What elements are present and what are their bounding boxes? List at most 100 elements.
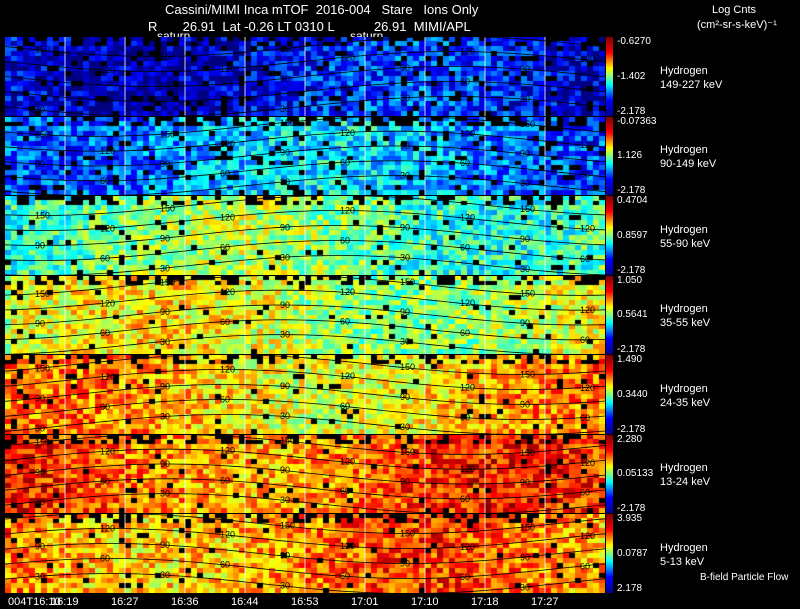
contour-label: 60 [100,554,110,564]
contour-label: 120 [100,65,115,75]
contour-label: 30 [400,93,410,103]
contour-label: 60 [460,412,470,422]
energy-range: 13-24 keV [660,476,711,488]
x-tick-label: 16:53 [291,596,319,608]
contour-label: 120 [460,298,475,308]
contour-label: 60 [100,476,110,486]
contour-label: 90 [280,465,290,475]
contour-label: 90 [280,381,290,391]
contour-label: 120 [340,457,355,467]
contour-line [5,463,605,485]
colorbar-max-label: 2.280 [617,434,643,445]
contour-line [5,448,605,470]
colorbar-min-label: -2.178 [617,503,646,514]
contour-label: 120 [580,224,595,234]
colorbar-max-label: -0.07363 [617,116,657,127]
contour-label: 30 [520,178,530,188]
contour-label: 90 [160,159,170,169]
panel-species-label: Hydrogen 35-55 keV [660,302,710,330]
plot-title: Cassini/MIMI Inca mTOF 2016-004 Stare Io… [165,2,479,17]
contour-line [5,196,605,216]
species-name: Hydrogen [660,64,708,77]
contour-label: 60 [100,254,110,264]
colorbar-min-label: -2.178 [617,424,646,435]
contour-line [5,355,605,375]
contour-label: 150 [35,45,50,55]
contour-label: 90 [520,400,530,410]
contour-label: 120 [100,524,115,534]
contour-line [5,160,605,182]
contour-label: 90 [520,64,530,74]
contour-label: 60 [340,486,350,496]
contour-label: 90 [520,477,530,487]
contour-line [5,319,605,341]
colorbar [606,276,613,354]
contour-label: 60 [580,169,590,179]
spectrogram-panel: 30 30 30 60 60 60 60 60 90 90 90 90 90 120 120 120 120 12… [5,435,605,513]
contour-label: 30 [280,495,290,505]
x-tick-label: 004T16:10 [8,596,61,608]
contour-label: 90 [35,75,45,85]
spectrogram-panel: 30 30 30 30 60 60 60 60 60 90 90 90 90 90 120 120 120 120… [5,37,605,116]
contour-label: 90 [280,74,290,84]
panel-species-label: Hydrogen 24-35 keV [660,382,710,410]
contour-label: 30 [160,570,170,580]
contour-label: 150 [35,129,50,139]
contour-label: 90 [520,234,530,244]
contour-label: 120 [580,140,595,150]
contour-line [5,66,605,87]
contour-label: 90 [280,300,290,310]
contour-label: 90 [160,234,170,244]
contour-label: 150 [35,289,50,299]
panel-species-label: Hydrogen 55-90 keV [660,223,710,251]
contour-label: 60 [580,488,590,498]
panel-overlay: 30 30 30 30 60 60 60 60 60 90 90 90 90 90 120 120 120 120… [5,196,605,275]
x-tick-label: 17:27 [531,596,559,608]
panel-species-label: Hydrogen 5-13 keV [660,541,708,569]
x-tick-label: 16:36 [171,596,199,608]
contour-label: 150 [160,278,175,288]
contour-label: 90 [520,148,530,158]
colorbar-min-label: -2.178 [617,265,646,276]
x-tick-label: 16:19 [51,596,79,608]
contour-line [5,369,605,390]
colorbar-min-label: -2.178 [617,185,646,196]
units-title: Log Cnts [712,4,757,16]
colorbar [606,514,613,593]
energy-range: 149-227 keV [660,78,723,91]
spectrogram-panel: 30 30 30 30 60 60 60 60 60 90 90 90 90 90 120 120 120 120… [5,514,605,593]
contour-label: 30 [35,497,45,507]
contour-label: 120 [340,541,355,551]
contour-label: 150 [280,521,295,531]
panel-species-label: Hydrogen 90-149 keV [660,143,716,171]
contour-label: 150 [400,362,415,372]
colorbar-min-label: -2.178 [617,344,646,355]
contour-line [5,96,605,116]
colorbar-mid-label: 0.0787 [617,547,648,559]
contour-label: 120 [220,139,235,149]
colorbar-mid-label: -1.402 [617,70,646,82]
contour-label: 60 [460,158,470,168]
contour-label: 30 [160,264,170,274]
colorbar [606,37,613,116]
contour-label: 30 [160,412,170,422]
contour-label: 150 [520,448,535,458]
contour-label: 120 [220,529,235,539]
panel-overlay: 30 30 30 60 60 60 60 60 90 90 90 90 90 120 120 120 120 12… [5,276,605,354]
contour-label: 120 [460,464,475,474]
contour-line [5,276,605,296]
contour-label: 60 [460,77,470,87]
contour-line [5,81,605,102]
x-tick-label: 16:27 [111,596,139,608]
contour-label: 150 [400,277,415,287]
contour-label: 150 [280,436,295,446]
colorbar-max-label: 0.4704 [617,195,648,206]
species-name: Hydrogen [660,144,708,156]
contour-label: 90 [520,318,530,328]
contour-line [5,175,605,195]
contour-label: 30 [35,105,45,115]
energy-range: 5-13 keV [660,555,705,568]
contour-label: 120 [340,371,355,381]
contour-label: 150 [160,129,175,139]
contour-label: 30 [520,94,530,104]
